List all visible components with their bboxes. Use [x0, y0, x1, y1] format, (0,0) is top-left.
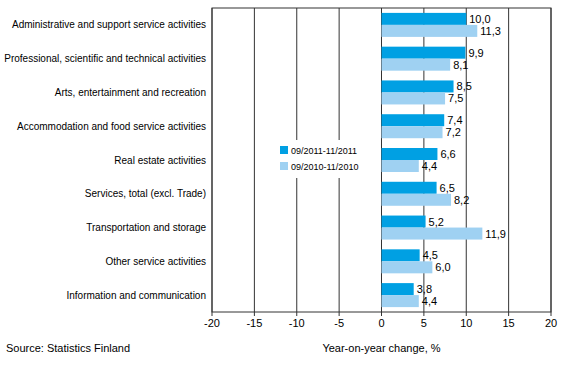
- data-label: 8,1: [453, 59, 468, 71]
- bar: [382, 216, 426, 228]
- grid-line: [508, 8, 509, 312]
- bar: [382, 261, 433, 273]
- tick-label: -10: [289, 317, 305, 329]
- tick-label: 15: [503, 317, 515, 329]
- chart: -20 -15 -10 -5 0 5 10 15 20 10,0 9,9 8,5 7,4 6,6 6,5 5,…: [0, 0, 569, 374]
- tick-mark: [551, 312, 552, 316]
- data-label: 8,5: [457, 80, 472, 92]
- tick-mark: [466, 312, 467, 316]
- bar: [382, 59, 451, 71]
- bar: [382, 92, 446, 104]
- tick-label: 5: [421, 317, 427, 329]
- bar: [382, 148, 438, 160]
- bar: [382, 283, 414, 295]
- tick-mark: [296, 312, 297, 316]
- tick-label: 0: [378, 317, 384, 329]
- data-label: 4,5: [423, 249, 438, 261]
- bar: [382, 228, 483, 240]
- data-label: 5,2: [429, 216, 444, 228]
- category-label: Professional, scientific and technical a…: [4, 53, 206, 64]
- data-label: 9,9: [468, 47, 483, 59]
- tick-label: 10: [460, 317, 472, 329]
- tick-mark: [381, 312, 382, 316]
- category-label: Arts, entertainment and recreation: [55, 87, 206, 98]
- data-label: 6,6: [440, 148, 455, 160]
- bar: [382, 182, 437, 194]
- category-label: Information and communication: [66, 290, 206, 301]
- data-label: 11,9: [485, 228, 506, 240]
- legend-swatch: [280, 162, 288, 170]
- bar: [382, 249, 420, 261]
- data-label: 11,3: [480, 25, 501, 37]
- bar: [382, 80, 454, 92]
- tick-mark: [254, 312, 255, 316]
- bars: [382, 13, 483, 307]
- data-label: 7,4: [447, 114, 462, 126]
- category-label: Transportation and storage: [86, 222, 206, 233]
- tick-mark: [508, 312, 509, 316]
- bar: [382, 13, 467, 25]
- data-label: 10,0: [469, 13, 490, 25]
- category-label: Services, total (excl. Trade): [85, 188, 206, 199]
- source-note: Source: Statistics Finland: [6, 342, 130, 354]
- tick-label: -5: [334, 317, 344, 329]
- data-label: 4,4: [422, 295, 437, 307]
- legend-box: [276, 140, 378, 178]
- bar: [382, 160, 419, 172]
- grid-line: [254, 8, 255, 312]
- tick-label: -20: [204, 317, 220, 329]
- bar: [382, 114, 445, 126]
- category-label: Real estate activities: [114, 155, 206, 166]
- legend-label: 09/2011-11/2011: [291, 146, 357, 156]
- bar: [382, 194, 451, 206]
- category-label: Accommodation and food service activitie…: [17, 121, 206, 132]
- bar: [382, 295, 419, 307]
- data-label: 3,8: [417, 283, 432, 295]
- tick-mark: [212, 312, 213, 316]
- bar: [382, 126, 443, 138]
- legend: 09/2011-11/2011 09/2010-11/2010: [276, 140, 378, 178]
- tick-mark: [339, 312, 340, 316]
- axis-label: Year-on-year change, %: [322, 342, 440, 354]
- data-label: 6,5: [440, 182, 455, 194]
- data-label: 4,4: [422, 160, 437, 172]
- legend-label: 09/2010-11/2010: [291, 162, 358, 172]
- data-label: 8,2: [454, 194, 469, 206]
- tick-mark: [423, 312, 424, 316]
- data-label: 7,5: [448, 92, 463, 104]
- plot-frame: [212, 8, 551, 312]
- data-label: 6,0: [435, 261, 450, 273]
- tick-label: 20: [545, 317, 557, 329]
- category-label: Administrative and support service activ…: [12, 19, 206, 30]
- category-label: Other service activities: [105, 256, 206, 267]
- grid-line: [466, 8, 467, 312]
- bar: [382, 47, 466, 59]
- bar: [382, 25, 478, 37]
- data-label: 7,2: [446, 126, 461, 138]
- legend-swatch: [280, 146, 288, 154]
- tick-label: -15: [246, 317, 262, 329]
